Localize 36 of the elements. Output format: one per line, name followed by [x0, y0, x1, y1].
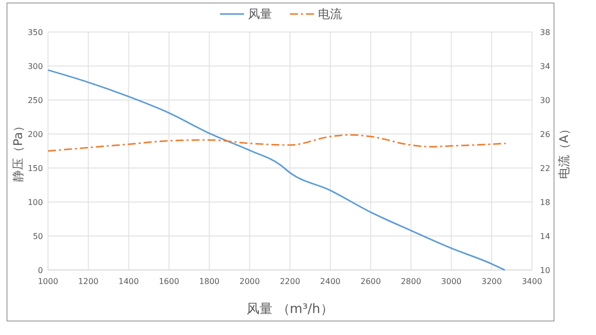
legend-label: 电流: [318, 7, 342, 21]
x-tick-label: 3000: [441, 277, 462, 286]
x-axis-title: 风量 （m³/h）: [246, 302, 334, 317]
x-tick-label: 2200: [280, 277, 300, 286]
x-tick-label: 2600: [360, 277, 381, 286]
x-tick-label: 2400: [320, 277, 341, 286]
y2-tick-label: 38: [540, 28, 550, 37]
y2-tick-label: 22: [540, 164, 550, 173]
y-tick-label: 50: [32, 232, 43, 241]
y-tick-label: 250: [28, 96, 43, 105]
y-tick-label: 100: [28, 198, 43, 207]
x-tick-label: 3200: [481, 277, 502, 286]
y2-tick-label: 34: [540, 62, 550, 71]
x-tick-label: 1200: [78, 277, 99, 286]
legend-label: 风量: [248, 7, 272, 21]
x-tick-label: 3400: [522, 277, 542, 286]
y2-tick-label: 26: [540, 130, 550, 139]
x-tick-label: 1400: [118, 277, 139, 286]
y-tick-label: 0: [38, 266, 43, 275]
y2-tick-label: 30: [540, 96, 550, 105]
y2-axis-title: 电流（A）: [557, 122, 571, 180]
line-series: [47, 69, 506, 271]
x-tick-label: 1600: [158, 277, 180, 286]
line-series: [47, 134, 507, 152]
y-tick-label: 350: [28, 28, 43, 37]
x-tick-label: 2800: [400, 277, 422, 286]
x-tick-label: 1800: [199, 277, 220, 286]
y-axis-title: 静压（Pa）: [11, 120, 25, 182]
x-tick-label: 1000: [38, 277, 58, 286]
y2-tick-label: 18: [540, 198, 550, 207]
y-tick-label: 200: [28, 130, 43, 139]
y-tick-label: 150: [28, 164, 43, 173]
x-tick-label: 2000: [239, 277, 260, 286]
y2-tick-label: 10: [540, 266, 550, 275]
y2-tick-label: 14: [540, 232, 550, 241]
y-tick-label: 300: [28, 62, 43, 71]
